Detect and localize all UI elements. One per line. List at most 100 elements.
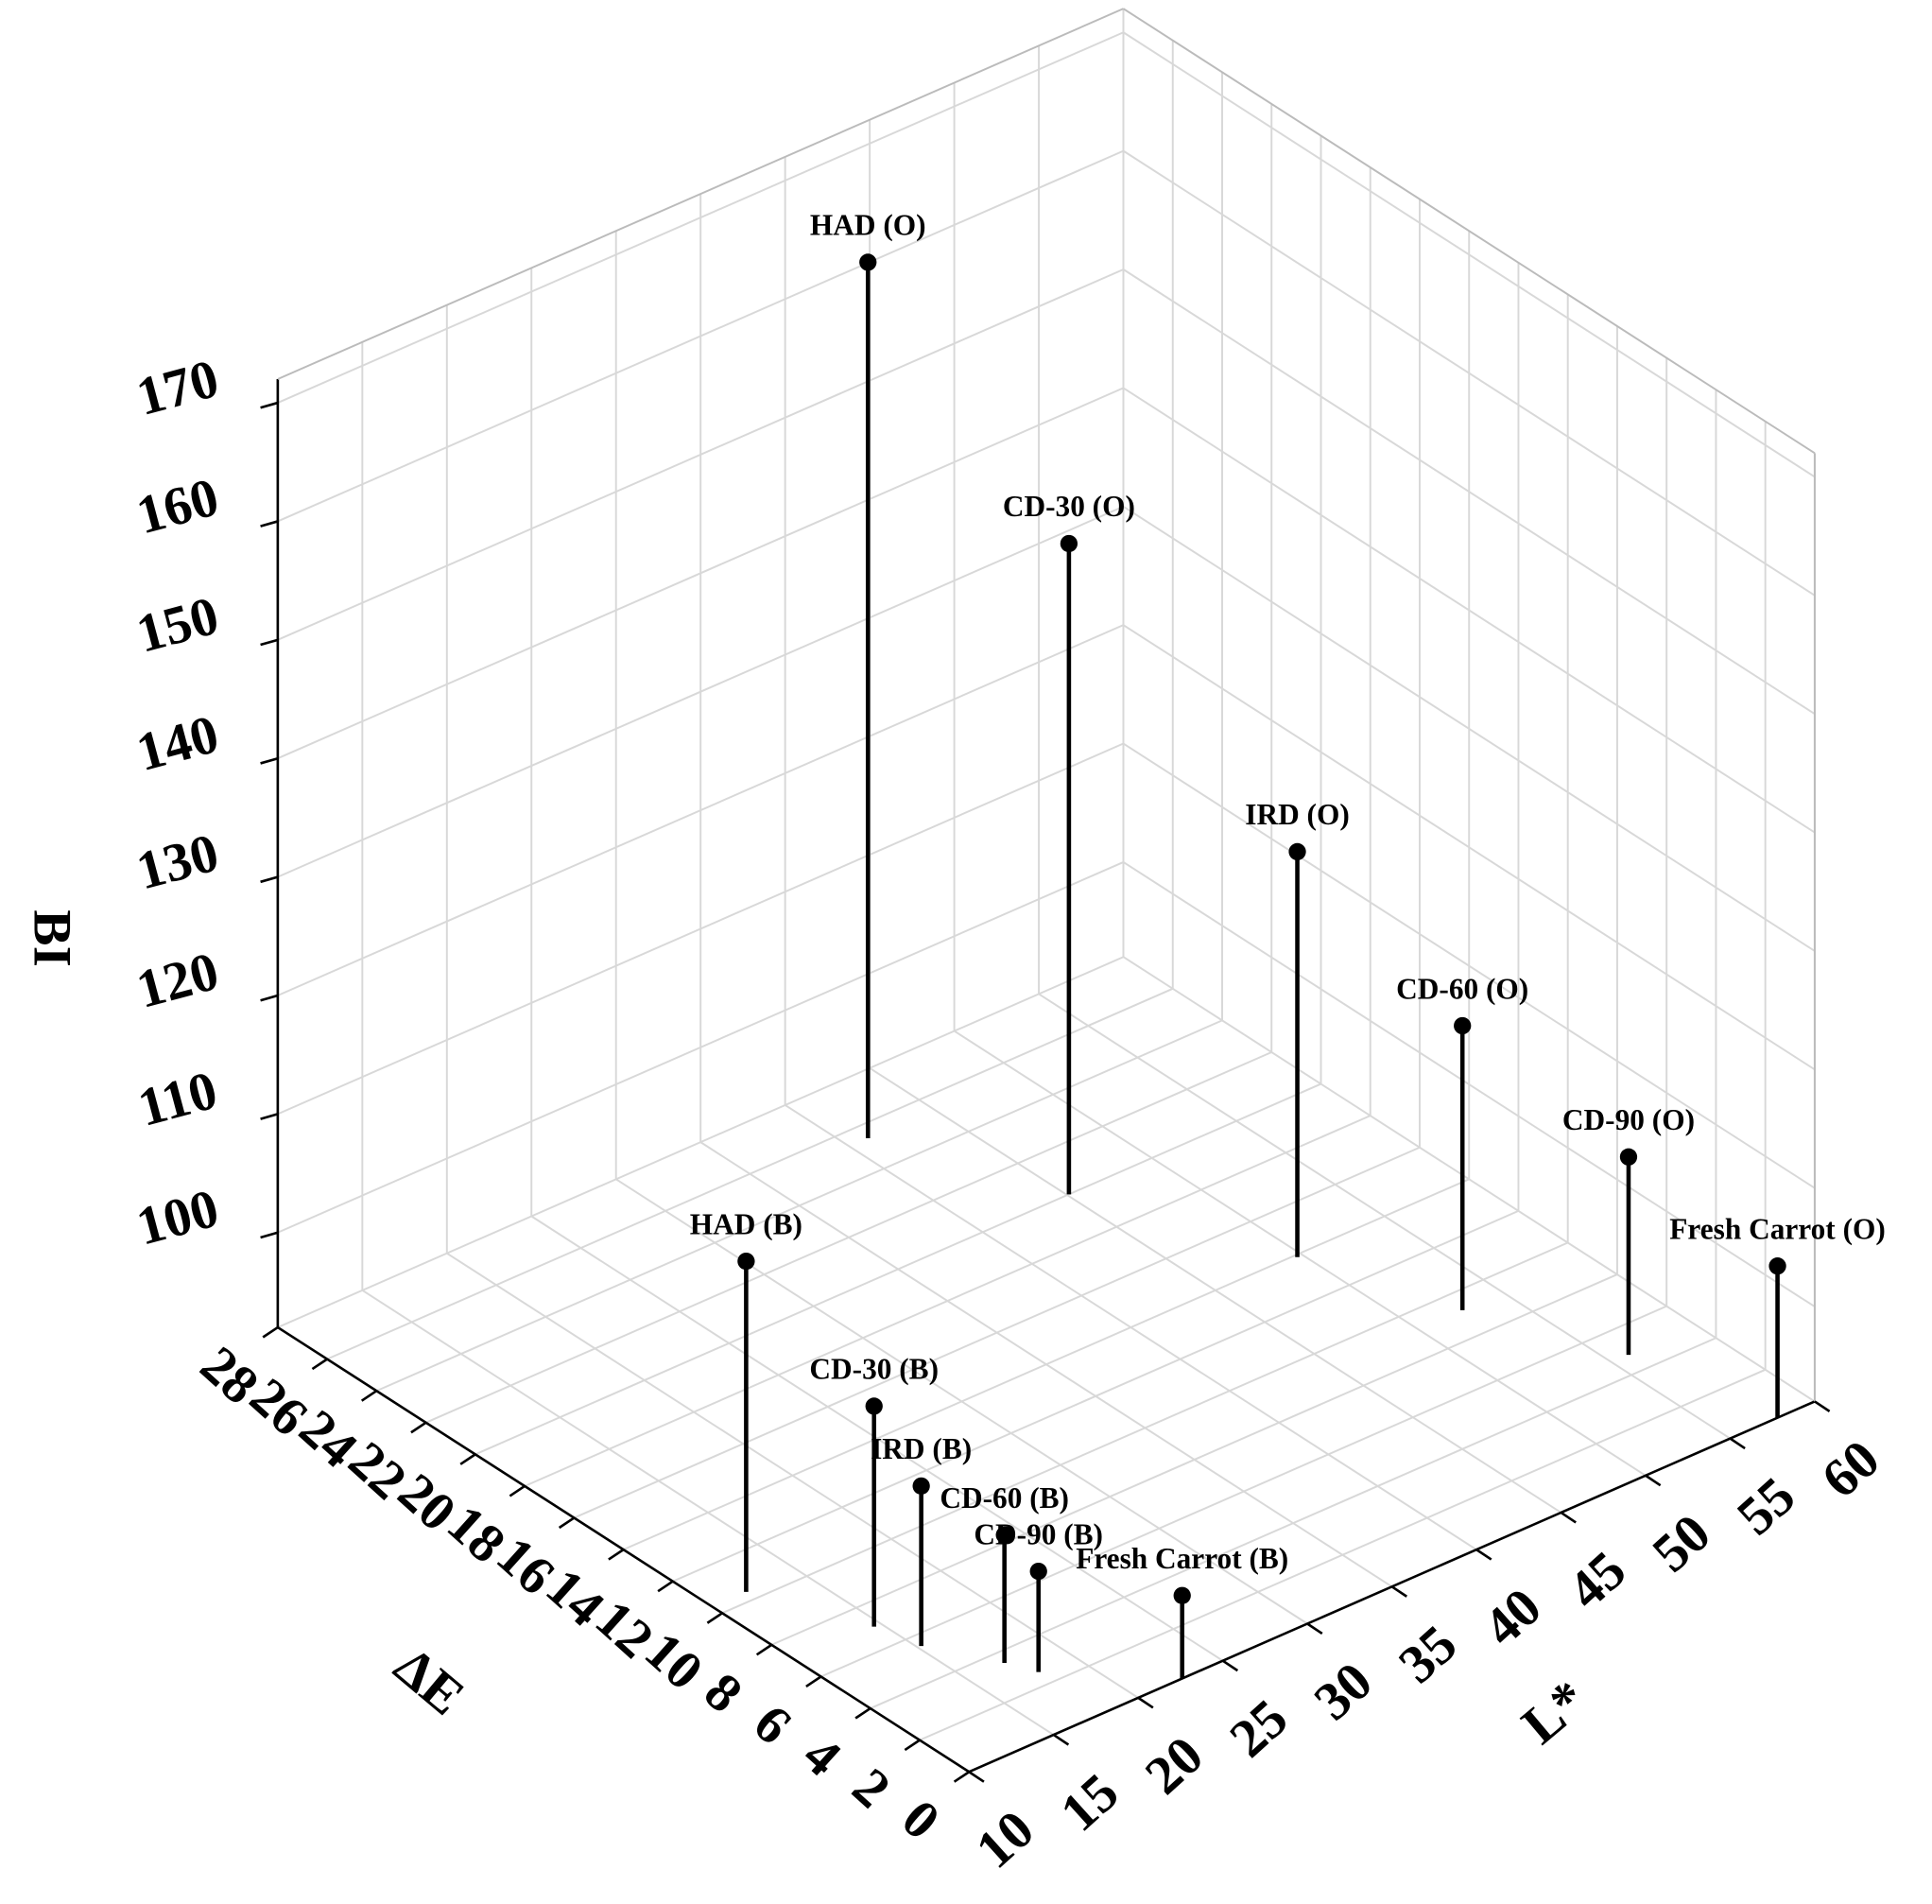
grid-line [277, 505, 1124, 878]
tick-mark [311, 1358, 328, 1371]
point [1619, 1148, 1638, 1166]
tick-mark [260, 1113, 279, 1120]
point [912, 1477, 930, 1495]
z-axis-title: BI [22, 909, 81, 967]
tick-mark [410, 1421, 427, 1434]
z-tick-label: 130 [130, 822, 225, 901]
point-label: HAD (O) [810, 209, 926, 242]
point-label: Fresh Carrot (B) [1076, 1542, 1288, 1575]
tick-mark [805, 1675, 822, 1688]
y-tick-label: 4 [792, 1725, 853, 1788]
tick-mark [706, 1612, 723, 1624]
grid-line [870, 1337, 1716, 1709]
grid-line [277, 387, 1124, 760]
y-axis-title: ΔE [383, 1636, 474, 1727]
grid-line [820, 1305, 1667, 1678]
grid-line [277, 624, 1124, 996]
grid-line [1122, 387, 1816, 834]
y-tick-label: 0 [890, 1789, 951, 1851]
y-tick-label: 8 [693, 1662, 753, 1724]
point [1173, 1586, 1191, 1604]
tick-mark [1729, 1437, 1746, 1450]
grid-line [1122, 861, 1816, 1307]
grid-line [277, 956, 1124, 1328]
x-tick-label: 40 [1473, 1577, 1553, 1657]
tick-mark [260, 520, 279, 528]
tick-mark [608, 1549, 625, 1561]
tick-mark [1390, 1585, 1407, 1598]
z-tick-label: 170 [130, 349, 225, 427]
y-tick-label: 2 [841, 1757, 902, 1820]
tick-mark [260, 401, 279, 409]
tick-mark [953, 1771, 970, 1783]
grid-line [721, 1241, 1569, 1615]
tick-mark [854, 1706, 871, 1720]
grid-line [375, 1019, 1223, 1393]
tick-mark [260, 638, 279, 647]
point-label: CD-60 (O) [1396, 972, 1528, 1005]
grid-line [1122, 742, 1816, 1189]
grid-line [672, 1210, 1519, 1583]
x-tick-label: 35 [1388, 1614, 1468, 1694]
point [865, 1397, 883, 1415]
point [1060, 534, 1078, 553]
grid-line [425, 1051, 1272, 1424]
x-tick-label: 30 [1303, 1652, 1384, 1732]
box-edge [277, 8, 1124, 380]
grid-line [770, 1273, 1618, 1646]
grid-line [277, 268, 1124, 641]
point-label: CD-90 (B) [974, 1517, 1103, 1550]
tick-mark [509, 1484, 526, 1497]
x-tick-label: 45 [1557, 1540, 1637, 1620]
point [859, 253, 877, 271]
point-label: IRD (O) [1245, 798, 1350, 831]
x-tick-label: 50 [1642, 1503, 1722, 1584]
x-tick-label: 55 [1726, 1466, 1806, 1547]
point-label: CD-30 (B) [809, 1353, 939, 1386]
z-tick-label: 160 [130, 467, 225, 545]
tick-mark [262, 1325, 279, 1339]
z-tick-label: 100 [130, 1179, 225, 1257]
point [1288, 842, 1306, 861]
tick-mark [459, 1453, 476, 1465]
x-axis-title: L* [1511, 1670, 1598, 1756]
tick-mark [1814, 1400, 1831, 1412]
point [1768, 1257, 1786, 1275]
tick-mark [360, 1390, 378, 1402]
tick-mark [1053, 1733, 1070, 1746]
grid-line [1122, 624, 1816, 1071]
grid-line [1122, 149, 1816, 597]
grid-line [326, 987, 1174, 1360]
x-tick-label: 60 [1811, 1429, 1891, 1510]
grid-line [277, 149, 1124, 523]
box-edge [1122, 8, 1816, 455]
z-tick-label: 140 [130, 704, 225, 783]
tick-mark [260, 994, 279, 1002]
tick-mark [1221, 1659, 1239, 1672]
grid-line [474, 1082, 1321, 1456]
point [1029, 1562, 1047, 1581]
tick-mark [1645, 1474, 1662, 1487]
tick-mark [260, 756, 279, 765]
point [737, 1252, 755, 1271]
grid-line [277, 31, 1124, 404]
grid-line [919, 1368, 1767, 1741]
z-tick-label: 150 [130, 586, 225, 665]
x-tick-label: 20 [1134, 1725, 1215, 1806]
grid-line [524, 1115, 1371, 1487]
point-label: HAD (B) [690, 1207, 802, 1240]
point [995, 1526, 1013, 1544]
tick-mark [1475, 1549, 1492, 1561]
grid-line [623, 1178, 1470, 1551]
z-tick-label: 110 [132, 1061, 223, 1138]
point-label: CD-60 (B) [940, 1481, 1069, 1515]
tick-mark [260, 1231, 279, 1239]
y-tick-label: 6 [742, 1693, 802, 1756]
tick-mark [1137, 1696, 1154, 1709]
grid-line [573, 1146, 1421, 1519]
grid-line [277, 742, 1124, 1116]
tick-mark [260, 875, 279, 884]
grid-line [1122, 505, 1816, 952]
tick-mark [558, 1516, 576, 1530]
